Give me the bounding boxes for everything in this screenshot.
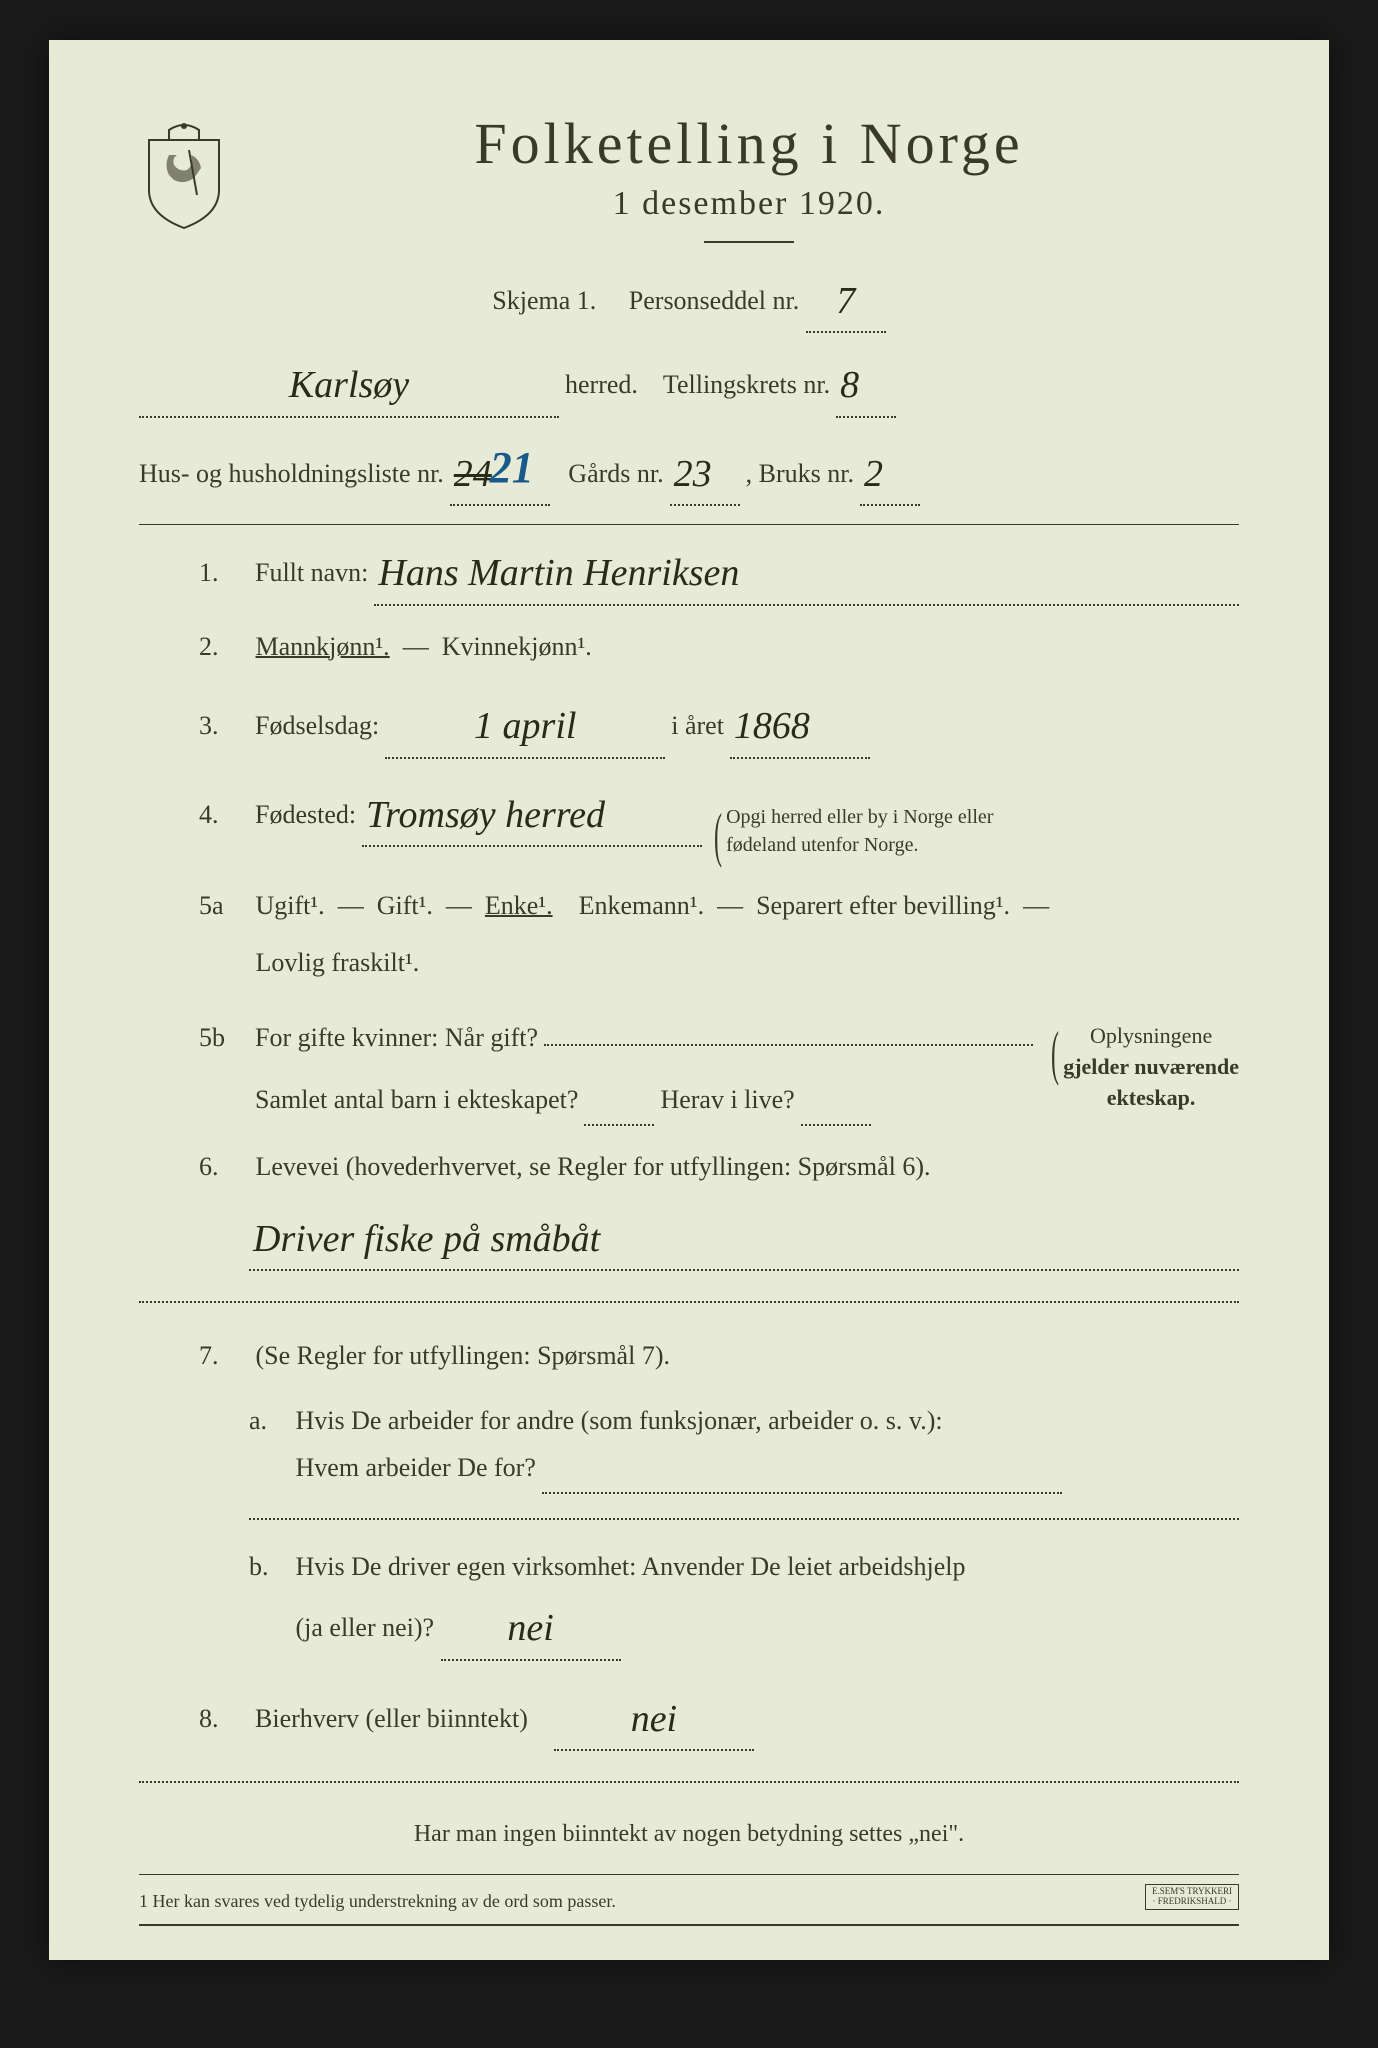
q3-year: 1868 [734, 705, 810, 747]
q6-num: 6. [199, 1144, 249, 1191]
q2-dash: — [403, 632, 429, 661]
herred-value: Karlsøy [289, 364, 409, 406]
personseddel-nr: 7 [836, 280, 855, 322]
q7b-value: nei [507, 1607, 553, 1649]
blank-line-2 [249, 1518, 1239, 1520]
separator-2 [139, 1874, 1239, 1875]
q7-num: 7. [199, 1333, 249, 1380]
q5b-blank1 [544, 1009, 1033, 1045]
q5b-l2a: Samlet antal barn i ekteskapet? [255, 1077, 578, 1124]
gards-label: Gårds nr. [568, 451, 663, 498]
coat-of-arms-icon [139, 120, 229, 230]
q5a-opt1: Gift¹. [377, 891, 433, 920]
q6-row: 6. Levevei (hovederhvervet, se Regler fo… [139, 1144, 1239, 1271]
printer-mark: E.SEM'S TRYKKERI · FREDRIKSHALD · [1145, 1884, 1239, 1910]
q2-row: 2. Mannkjønn¹. — Kvinnekjønn¹. [139, 624, 1239, 671]
q5a-opt2: Enke¹. [485, 891, 553, 920]
herred-label: herred. [565, 362, 638, 409]
q7a-blank [542, 1445, 1062, 1494]
q3-day: 1 april [474, 705, 576, 747]
q1-value: Hans Martin Henriksen [378, 552, 739, 594]
schema-row: Skjema 1. Personseddel nr. 7 [139, 263, 1239, 333]
q5a-opt5: Lovlig fraskilt¹. [256, 948, 420, 977]
q2-num: 2. [199, 624, 249, 671]
q5a-opt3: Enkemann¹. [579, 891, 704, 920]
q8-value: nei [631, 1698, 677, 1740]
census-form-page: Folketelling i Norge 1 desember 1920. Sk… [49, 40, 1329, 1960]
subtitle: 1 desember 1920. [259, 185, 1239, 223]
q4-num: 4. [199, 792, 249, 839]
separator-3 [139, 1924, 1239, 1926]
q7-row: 7. (Se Regler for utfyllingen: Spørsmål … [139, 1333, 1239, 1380]
q4-row: 4. Fødested: Tromsøy herred Opgi herred … [139, 777, 1239, 859]
q5a-row: 5a Ugift¹. — Gift¹. — Enke¹. Enkemann¹. … [139, 877, 1239, 991]
hus-nr-corrected: 21 [490, 428, 534, 507]
herred-row: Karlsøy herred. Tellingskrets nr. 8 [139, 347, 1239, 417]
tellingskrets-label: Tellingskrets nr. [663, 362, 830, 409]
hus-nr-struck: 24 [454, 453, 492, 495]
q7a-line2: Hvem arbeider De for? [296, 1453, 536, 1482]
q8-label: Bierhverv (eller biinntekt) [255, 1696, 528, 1743]
q5a-opt0: Ugift¹. [256, 891, 325, 920]
q7b-num: b. [249, 1544, 289, 1591]
q7-label: (Se Regler for utfyllingen: Spørsmål 7). [256, 1341, 670, 1370]
q7a-num: a. [249, 1398, 289, 1445]
q5b-blank3 [801, 1077, 871, 1126]
tellingskrets-nr: 8 [840, 364, 859, 406]
q4-value: Tromsøy herred [366, 794, 605, 836]
bruks-label: , Bruks nr. [746, 451, 854, 498]
hus-label: Hus- og husholdningsliste nr. [139, 451, 444, 498]
q7a-line1: Hvis De arbeider for andre (som funksjon… [296, 1406, 943, 1435]
q4-label: Fødested: [255, 792, 356, 839]
q3-label: Fødselsdag: [255, 703, 379, 750]
q8-row: 8. Bierhverv (eller biinntekt) nei [139, 1681, 1239, 1751]
divider [704, 241, 794, 243]
q5b-l1a: For gifte kvinner: Når gift? [255, 1015, 538, 1062]
q7b-row: b. Hvis De driver egen virksomhet: Anven… [139, 1544, 1239, 1661]
q6-value: Driver fiske på småbåt [253, 1218, 600, 1260]
q7a-row: a. Hvis De arbeider for andre (som funks… [139, 1398, 1239, 1494]
q1-label: Fullt navn: [255, 550, 368, 597]
q5b-l2b: Herav i live? [660, 1077, 794, 1124]
q2-opt2: Kvinnekjønn¹. [442, 632, 592, 661]
hus-row: Hus- og husholdningsliste nr. 24 21 Gård… [139, 436, 1239, 506]
q7b-line2: (ja eller nei)? [296, 1613, 435, 1642]
main-title: Folketelling i Norge [259, 110, 1239, 177]
q5b-row: 5b For gifte kvinner: Når gift? Samlet a… [139, 1009, 1239, 1126]
bruks-nr: 2 [864, 453, 883, 495]
blank-line-3 [139, 1781, 1239, 1783]
q5a-num: 5a [199, 877, 249, 934]
q5b-note: Oplysningene gjelder nuværende ekteskap. [1045, 1021, 1239, 1113]
title-block: Folketelling i Norge 1 desember 1920. [259, 110, 1239, 243]
q7b-line1: Hvis De driver egen virksomhet: Anvender… [296, 1552, 966, 1581]
q5b-blank2 [584, 1077, 654, 1126]
form-body: Skjema 1. Personseddel nr. 7 Karlsøy her… [139, 263, 1239, 1926]
personseddel-label: Personseddel nr. [629, 286, 799, 315]
q1-num: 1. [199, 550, 249, 597]
schema-label: Skjema 1. [492, 286, 596, 315]
header: Folketelling i Norge 1 desember 1920. [139, 110, 1239, 243]
q3-mid: i året [671, 703, 724, 750]
q8-num: 8. [199, 1696, 249, 1743]
q1-row: 1. Fullt navn: Hans Martin Henriksen [139, 535, 1239, 605]
q4-note: Opgi herred eller by i Norge eller fødel… [708, 803, 1028, 859]
q3-row: 3. Fødselsdag: 1 april i året 1868 [139, 688, 1239, 758]
footnote: 1 Her kan svares ved tydelig understrekn… [139, 1885, 1239, 1917]
q5a-opt4: Separert efter bevilling¹. [756, 891, 1010, 920]
separator [139, 524, 1239, 525]
blank-line [139, 1301, 1239, 1303]
footer-note: Har man ingen biinntekt av nogen betydni… [139, 1813, 1239, 1856]
q2-opt1: Mannkjønn¹. [256, 632, 390, 661]
q3-num: 3. [199, 703, 249, 750]
q5b-num: 5b [199, 1015, 249, 1062]
q6-label: Levevei (hovederhvervet, se Regler for u… [256, 1152, 931, 1181]
gards-nr: 23 [674, 453, 712, 495]
